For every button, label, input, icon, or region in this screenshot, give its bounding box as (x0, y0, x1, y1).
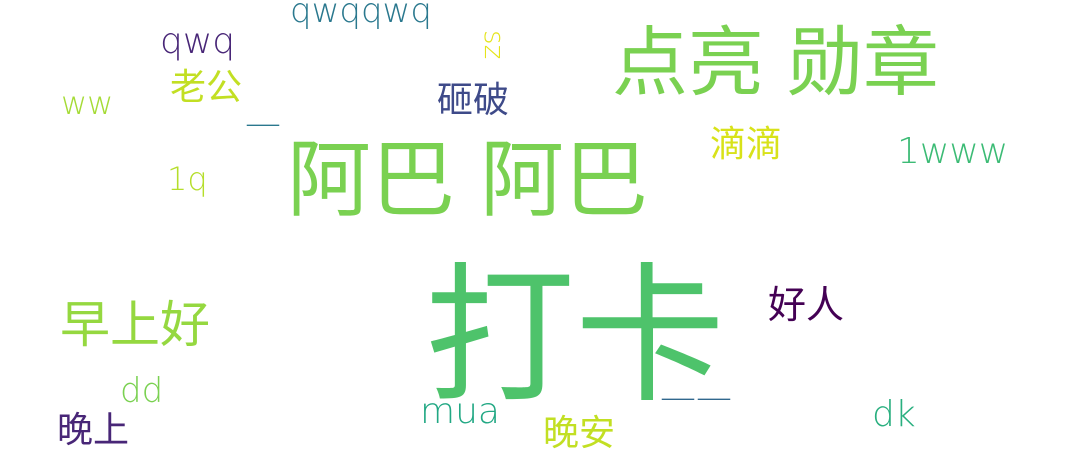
word-double-dash: —— (660, 377, 732, 418)
word-wanan: 晚安 (543, 413, 616, 454)
word-sz: sz (478, 30, 511, 60)
word-dd: dd (120, 371, 164, 411)
word-1q: 1q (167, 160, 208, 198)
word-haoren: 好人 (768, 283, 845, 327)
word-qwqqwq: qwqqwq (290, 0, 432, 31)
word-1www: 1www (897, 131, 1009, 172)
word-zaoshanghao: 早上好 (60, 296, 210, 354)
word-aba-2: 阿巴 (480, 131, 649, 229)
word-dash: — (245, 103, 281, 144)
word-xunzhang: 勋章 (787, 18, 939, 107)
word-mua: mua (420, 391, 500, 432)
word-dianliang: 点亮 (612, 18, 764, 107)
word-qwq: qwq (160, 21, 236, 62)
word-laogong: 老公 (170, 67, 243, 108)
word-aba-1: 阿巴 (287, 131, 456, 229)
word-daka: 打卡 (425, 250, 726, 424)
word-zapo: 砸破 (437, 80, 510, 121)
word-dk: dk (872, 394, 916, 435)
word-didi: 滴滴 (710, 124, 783, 165)
word-ww: ww (61, 84, 114, 122)
word-wanshang: 晚上 (57, 410, 130, 451)
